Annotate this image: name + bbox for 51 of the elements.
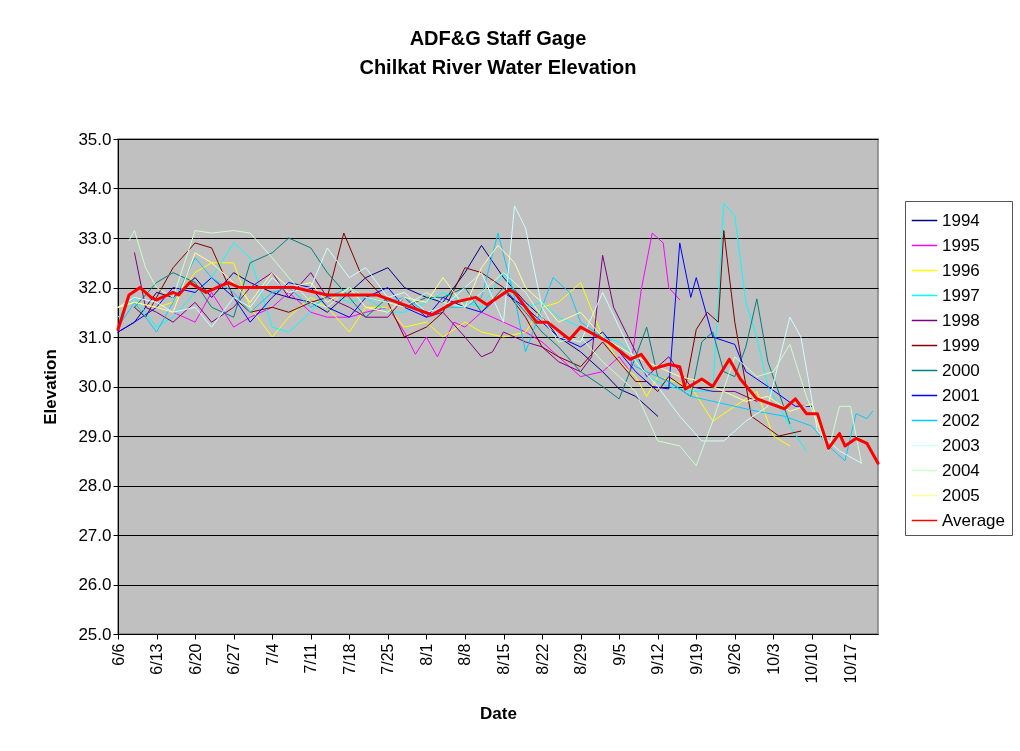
y-tick-label: 33.0 — [78, 228, 112, 248]
x-tick-label: 10/3 — [764, 643, 782, 675]
y-tick-label: 31.0 — [78, 327, 112, 347]
legend-label: Average — [942, 510, 1006, 530]
y-tick-label: 30.0 — [78, 377, 112, 396]
legend-label: 1998 — [942, 310, 980, 330]
legend-label: 1999 — [942, 335, 980, 355]
y-axis-title: Elevation — [41, 349, 61, 425]
legend-label: 1996 — [942, 260, 980, 280]
y-tick-label: 34.0 — [78, 179, 112, 198]
x-tick-label: 10/10 — [803, 643, 821, 684]
x-tick-label: 7/18 — [340, 643, 358, 675]
line-series — [117, 242, 813, 407]
x-tick-label: 7/11 — [302, 643, 320, 674]
x-tick-label: 8/1 — [417, 643, 435, 666]
legend-label: 2003 — [942, 435, 980, 455]
legend-label: 2002 — [942, 410, 980, 430]
x-tick-label: 6/13 — [148, 643, 166, 675]
y-tick-label: 26.0 — [78, 575, 112, 594]
x-tick-label: 8/29 — [572, 643, 590, 675]
x-tick-label: 7/4 — [263, 643, 281, 666]
line-series — [116, 281, 880, 465]
x-tick-label: 9/12 — [649, 643, 667, 675]
x-tick-label: 10/17 — [841, 643, 859, 684]
legend-label: 2005 — [942, 485, 980, 505]
x-axis-title: Date — [480, 703, 517, 723]
legend-label: 1995 — [942, 235, 980, 255]
line-series — [134, 252, 758, 402]
legend-label: 1994 — [942, 210, 980, 230]
x-tick-label: 9/5 — [610, 643, 628, 666]
x-tick-label: 6/27 — [225, 643, 243, 675]
x-tick-label: 8/15 — [495, 643, 513, 675]
legend-label: 2001 — [942, 385, 980, 405]
y-tick-label: 35.0 — [78, 129, 112, 149]
x-tick-label: 7/25 — [379, 643, 397, 675]
x-tick-label: 8/22 — [533, 643, 551, 675]
y-tick-label: 25.0 — [78, 624, 112, 644]
x-tick-label: 6/6 — [109, 643, 127, 666]
y-tick-label: 28.0 — [78, 476, 112, 495]
chart-title: ADF&G Staff Gage Chilkat River Water Elevation — [359, 27, 637, 78]
line-series — [172, 232, 681, 378]
x-tick-label: 9/26 — [726, 643, 744, 675]
legend-label: 1997 — [942, 285, 980, 305]
x-tick-label: 8/8 — [456, 643, 474, 666]
x-tick-label: 6/20 — [186, 643, 204, 675]
y-tick-label: 29.0 — [78, 426, 112, 446]
y-tick-label: 32.0 — [78, 278, 112, 297]
legend-label: 2000 — [942, 360, 980, 380]
x-tick-label: 9/19 — [687, 643, 705, 675]
legend-label: 2004 — [942, 460, 980, 480]
y-tick-label: 27.0 — [78, 525, 112, 545]
